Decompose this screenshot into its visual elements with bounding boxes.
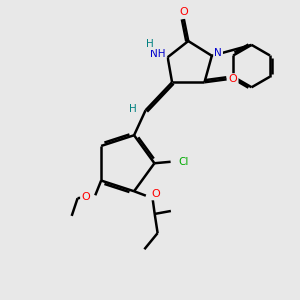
Text: H: H [129,104,137,114]
Text: O: O [81,192,90,202]
Text: N: N [214,48,222,58]
Text: Cl: Cl [178,157,188,167]
Text: O: O [179,8,188,17]
Text: N: N [158,49,165,59]
Text: NH: NH [150,49,165,59]
Text: H: H [146,39,154,49]
Text: O: O [151,189,160,199]
Text: O: O [229,74,237,84]
